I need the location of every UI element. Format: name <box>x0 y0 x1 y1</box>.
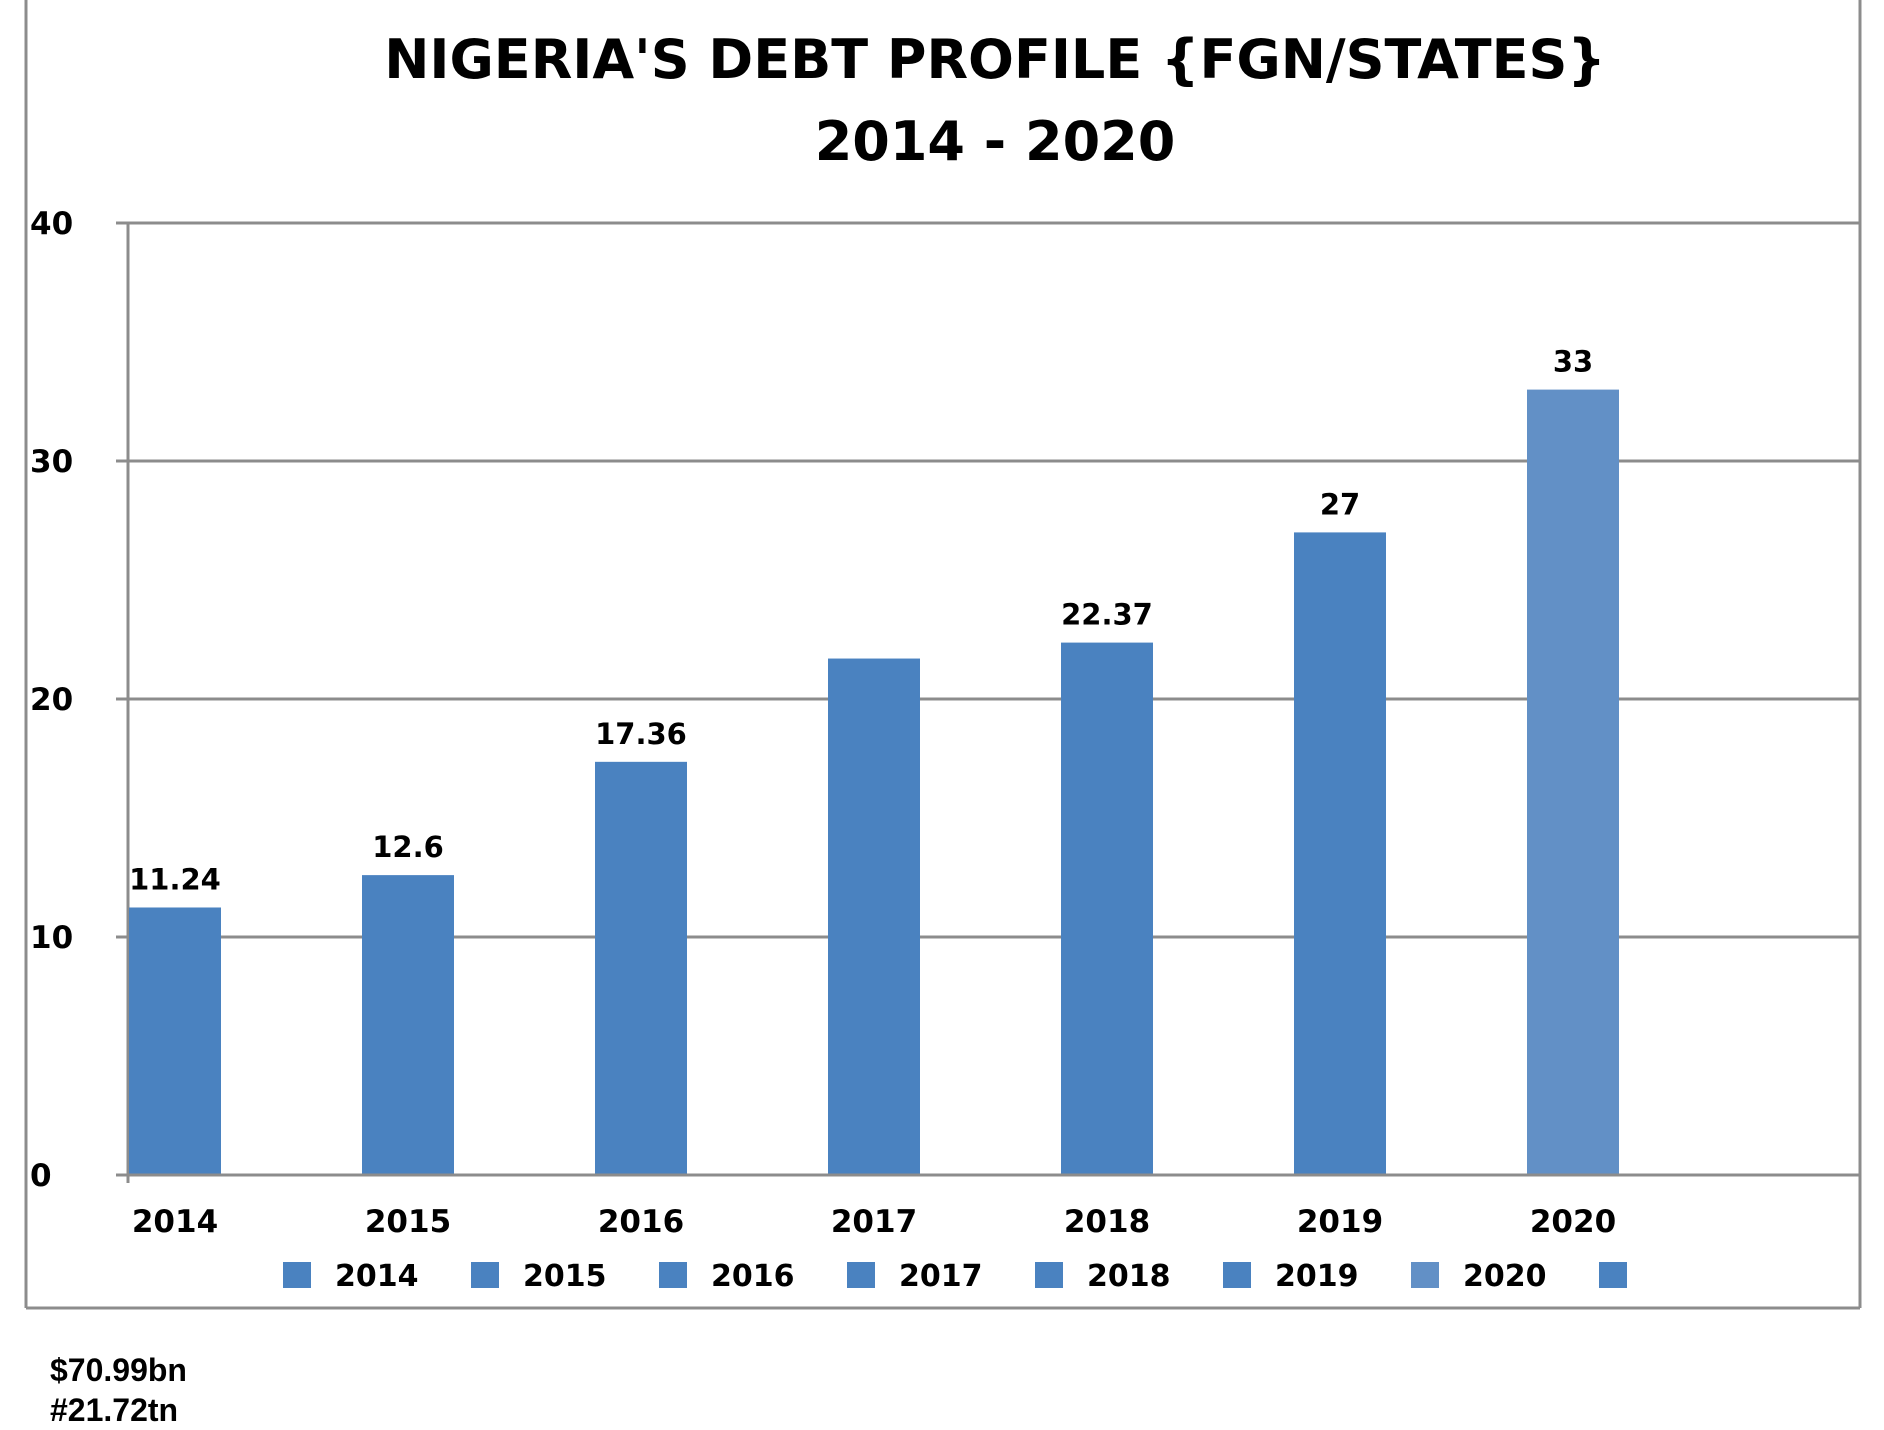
x-tick-label-2016: 2016 <box>598 1204 684 1240</box>
legend-swatch-2017 <box>847 1262 875 1288</box>
x-tick-label-2014: 2014 <box>132 1204 218 1240</box>
bar-2018 <box>1061 642 1153 1175</box>
legend-swatch-2016 <box>659 1262 687 1288</box>
legend-swatch-2015 <box>471 1262 499 1288</box>
legend-swatch-blank <box>1599 1262 1627 1288</box>
x-tick-label-2019: 2019 <box>1297 1204 1383 1240</box>
legend-label-2014: 2014 <box>335 1259 419 1294</box>
legend-label-2018: 2018 <box>1087 1259 1171 1294</box>
x-tick-label-2017: 2017 <box>831 1204 917 1240</box>
note-naira-total: #21.72tn <box>50 1392 179 1428</box>
data-label-2014: 11.24 <box>129 862 221 896</box>
data-label-2016: 17.36 <box>595 717 687 751</box>
bar-2014 <box>129 907 221 1175</box>
y-tick-label-30: 30 <box>30 444 73 480</box>
x-tick-label-2018: 2018 <box>1064 1204 1150 1240</box>
bars: 11.24 12.6 17.36 22.37 27 33 <box>129 345 1619 1176</box>
y-tick-label-20: 20 <box>30 682 73 718</box>
legend-swatch-2014 <box>283 1262 311 1288</box>
legend-label-2016: 2016 <box>711 1259 795 1294</box>
data-label-2018: 22.37 <box>1061 598 1153 632</box>
bar-2020 <box>1527 389 1619 1176</box>
note-usd-total: $70.99bn <box>50 1352 187 1388</box>
legend-label-2019: 2019 <box>1275 1259 1359 1294</box>
bar-2015 <box>362 875 454 1175</box>
y-tick-label-10: 10 <box>30 920 73 956</box>
data-label-2019: 27 <box>1320 487 1360 521</box>
y-tick-label-40: 40 <box>30 206 73 242</box>
data-label-2020: 33 <box>1553 345 1593 379</box>
legend-swatch-2019 <box>1223 1262 1251 1288</box>
bar-2016 <box>595 761 687 1175</box>
legend-swatch-2020 <box>1411 1262 1439 1288</box>
data-label-2015: 12.6 <box>372 830 444 864</box>
chart-title: NIGERIA'S DEBT PROFILE {FGN/STATES} <box>384 28 1606 91</box>
legend-label-2017: 2017 <box>899 1259 983 1294</box>
legend-label-2020: 2020 <box>1463 1259 1547 1294</box>
y-axis: 0 10 20 30 40 <box>30 206 130 1194</box>
bar-2017 <box>828 658 920 1175</box>
x-axis: 2014 2015 2016 2017 2018 2019 2020 <box>116 1173 1860 1240</box>
x-tick-label-2015: 2015 <box>365 1204 451 1240</box>
x-tick-label-2020: 2020 <box>1530 1204 1616 1240</box>
legend-label-2015: 2015 <box>523 1259 607 1294</box>
chart-subtitle: 2014 - 2020 <box>815 110 1176 173</box>
y-tick-label-0: 0 <box>30 1158 52 1194</box>
legend: 2014 2015 2016 2017 2018 2019 2020 <box>283 1259 1627 1294</box>
bar-2019 <box>1294 532 1386 1175</box>
legend-swatch-2018 <box>1035 1262 1063 1288</box>
